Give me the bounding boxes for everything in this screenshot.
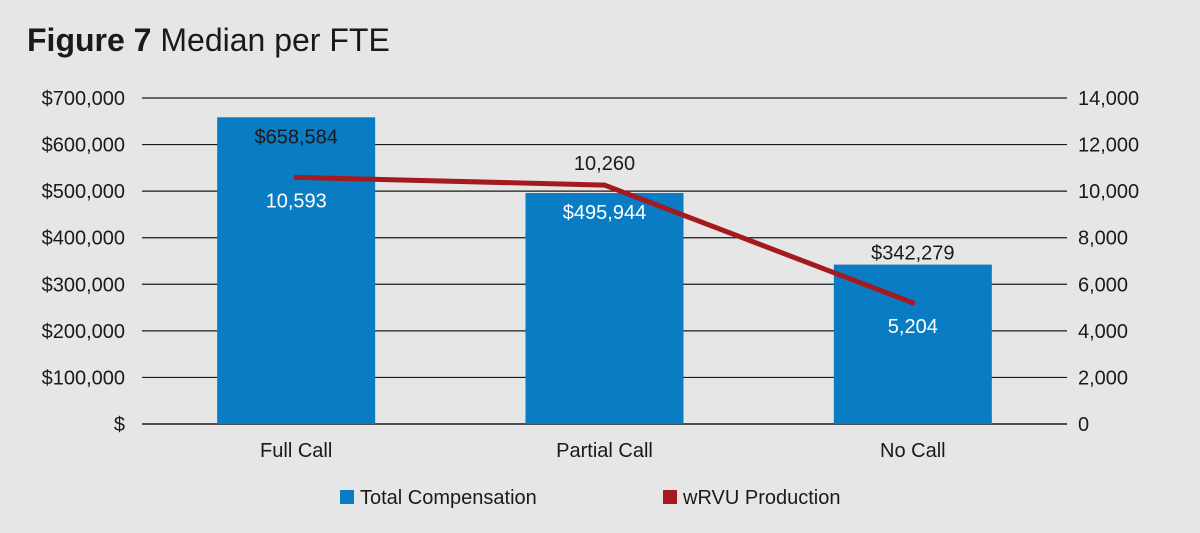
bar-data-label: $342,279 [871, 243, 954, 265]
y-right-tick-label: 0 [1078, 414, 1089, 436]
figure-title-text: Median per FTE [160, 22, 390, 58]
legend-label-total-compensation: Total Compensation [360, 487, 537, 509]
y-left-tick-label: $100,000 [42, 367, 125, 389]
legend-swatch-total-compensation [340, 490, 354, 504]
y-left-tick-label: $200,000 [42, 321, 125, 343]
y-left-tick-label: $500,000 [42, 181, 125, 203]
y-right-tick-label: 2,000 [1078, 367, 1128, 389]
y-left-tick-label: $600,000 [42, 135, 125, 157]
line-point-wrvu [910, 300, 916, 306]
y-right-tick-label: 4,000 [1078, 321, 1128, 343]
x-category-label: Full Call [260, 440, 332, 462]
y-right-tick-label: 12,000 [1078, 135, 1139, 157]
y-right-tick-label: 8,000 [1078, 228, 1128, 250]
y-left-tick-label: $400,000 [42, 228, 125, 250]
bar-data-label: $658,584 [254, 126, 337, 148]
figure-number: Figure 7 [27, 22, 152, 58]
y-left-tick-label: $ [114, 414, 125, 436]
figure-title: Figure 7 Median per FTE [27, 20, 390, 60]
bar-total-compensation [525, 193, 684, 424]
x-category-label: Partial Call [556, 440, 653, 462]
line-data-label: 10,593 [266, 190, 327, 212]
x-category-label: No Call [880, 440, 946, 462]
line-point-wrvu [293, 174, 299, 180]
y-right-tick-label: 6,000 [1078, 274, 1128, 296]
y-left-tick-label: $300,000 [42, 274, 125, 296]
y-right-tick-label: 14,000 [1078, 88, 1139, 110]
bar-data-label: $495,944 [563, 202, 646, 224]
legend-swatch-wrvu-production [663, 490, 677, 504]
bar-total-compensation [833, 264, 992, 424]
bar-total-compensation [217, 117, 376, 424]
line-data-label: 10,260 [574, 153, 635, 175]
legend-label-wrvu-production: wRVU Production [682, 487, 840, 509]
y-right-tick-label: 10,000 [1078, 181, 1139, 203]
line-point-wrvu [602, 182, 607, 188]
y-left-tick-label: $700,000 [42, 88, 125, 110]
line-data-label: 5,204 [888, 316, 938, 338]
